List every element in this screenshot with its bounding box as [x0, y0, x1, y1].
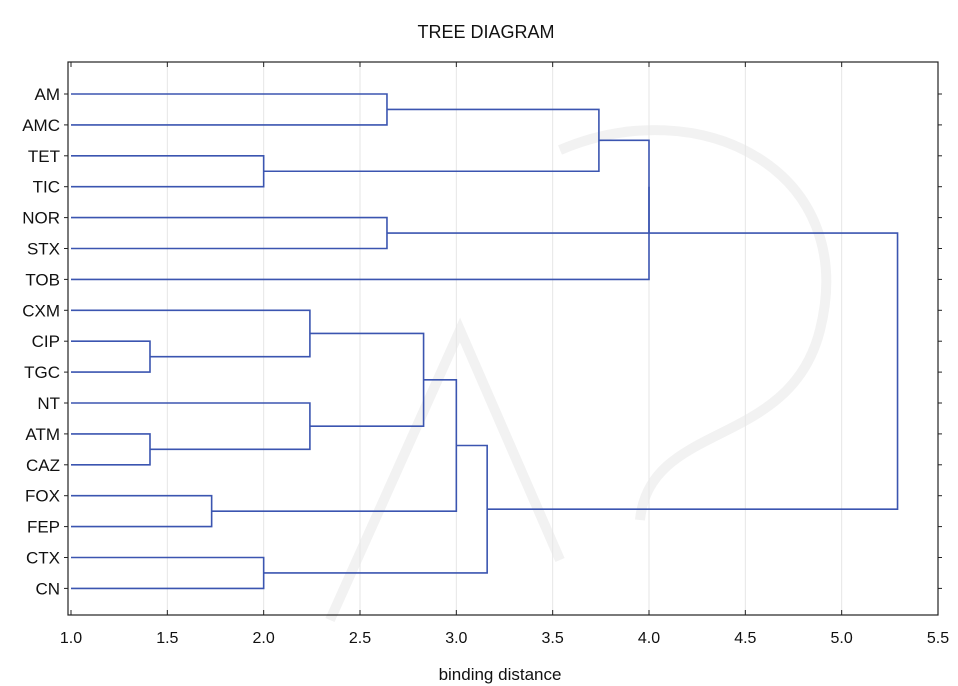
leaf-label-caz: CAZ	[26, 456, 60, 475]
chart-title: TREE DIAGRAM	[417, 22, 554, 42]
leaf-labels: AM AMC TET TIC NOR STX TOB CXM CIP TGC NT ATM CAZ FOX…	[22, 85, 942, 598]
dendrogram-link	[71, 402, 311, 451]
x-tick-label: 4.0	[638, 630, 660, 647]
leaf-label-atm: ATM	[25, 425, 60, 444]
x-tick-label: 2.5	[349, 630, 371, 647]
dendrogram-link	[71, 93, 388, 126]
leaf-label-cxm: CXM	[22, 301, 60, 320]
leaf-label-fep: FEP	[27, 518, 60, 537]
watermark	[325, 125, 832, 623]
x-tick-label: 1.5	[156, 630, 178, 647]
leaf-label-tob: TOB	[25, 270, 60, 289]
leaf-label-tet: TET	[28, 147, 60, 166]
leaf-label-fox: FOX	[25, 487, 60, 506]
dendrogram-link	[71, 186, 650, 281]
dendrogram-link	[211, 379, 458, 512]
dendrogram-link	[71, 433, 151, 466]
x-axis: 1.0 1.5 2.0 2.5 3.0 3.5 4.0 4.5 5.0 5.5	[60, 62, 949, 647]
dendrogram-link	[71, 494, 213, 528]
leaf-label-tgc: TGC	[24, 363, 60, 382]
leaf-label-cn: CN	[35, 579, 60, 598]
dendrogram-link	[309, 332, 425, 427]
leaf-label-ctx: CTX	[26, 549, 60, 568]
x-tick-label: 5.0	[831, 630, 853, 647]
dendrogram-link	[386, 139, 650, 234]
plot-frame	[67, 61, 939, 616]
leaf-label-am: AM	[35, 85, 61, 104]
leaf-label-nor: NOR	[22, 209, 60, 228]
x-tick-label: 2.0	[253, 630, 275, 647]
x-tick-label: 5.5	[927, 630, 949, 647]
dendrogram-link	[71, 309, 311, 358]
leaf-label-nt: NT	[37, 394, 60, 413]
leaf-label-stx: STX	[27, 240, 60, 259]
dendrogram-link	[71, 216, 388, 250]
x-tick-label: 1.0	[60, 630, 82, 647]
dendrogram-link	[487, 232, 899, 511]
dendrogram-link	[263, 108, 600, 173]
x-axis-label: binding distance	[439, 665, 562, 684]
dendrogram-link	[71, 340, 151, 373]
leaf-label-amc: AMC	[22, 116, 60, 135]
leaf-label-tic: TIC	[33, 178, 60, 197]
x-tick-label: 3.5	[542, 630, 564, 647]
dendrogram-links	[71, 93, 899, 590]
x-tick-label: 4.5	[734, 630, 756, 647]
x-tick-label: 3.0	[445, 630, 467, 647]
leaf-label-cip: CIP	[32, 332, 60, 351]
